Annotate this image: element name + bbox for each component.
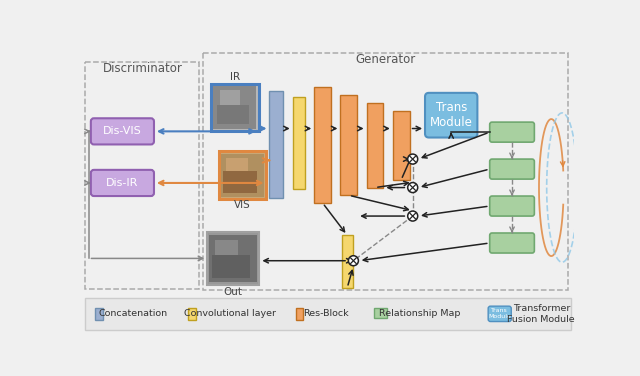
Circle shape <box>408 211 418 221</box>
Bar <box>86 298 570 330</box>
Bar <box>215 240 238 257</box>
Circle shape <box>348 256 358 266</box>
Text: Dis-VIS: Dis-VIS <box>103 126 142 136</box>
Bar <box>374 308 387 318</box>
Text: Res-Block: Res-Block <box>303 309 349 318</box>
Bar <box>340 95 357 195</box>
Text: IR: IR <box>230 73 240 82</box>
FancyBboxPatch shape <box>91 170 154 196</box>
Bar <box>86 62 200 289</box>
Bar <box>219 152 266 199</box>
Bar <box>223 171 257 193</box>
FancyBboxPatch shape <box>490 159 534 179</box>
Text: Generator: Generator <box>356 53 416 66</box>
Bar <box>367 103 383 188</box>
Bar <box>188 308 196 320</box>
Text: Out: Out <box>224 287 243 297</box>
Bar <box>269 91 284 197</box>
Bar <box>211 83 259 131</box>
Bar <box>221 154 264 197</box>
Bar <box>393 111 410 180</box>
Bar <box>204 53 568 290</box>
Bar <box>209 235 257 282</box>
Bar <box>342 235 353 288</box>
Bar <box>296 308 303 320</box>
Text: Discriminator: Discriminator <box>102 62 182 76</box>
Bar <box>292 97 305 189</box>
Text: Relationship Map: Relationship Map <box>379 309 460 318</box>
Bar <box>217 105 250 124</box>
Text: Trans
Module: Trans Module <box>488 308 511 319</box>
Bar <box>227 158 248 173</box>
Text: Dis-IR: Dis-IR <box>106 178 139 188</box>
Text: Convolutional layer: Convolutional layer <box>184 309 276 318</box>
Circle shape <box>408 154 418 164</box>
FancyBboxPatch shape <box>488 306 511 321</box>
FancyBboxPatch shape <box>425 93 477 138</box>
Circle shape <box>408 183 418 193</box>
Bar <box>207 232 259 285</box>
FancyBboxPatch shape <box>490 233 534 253</box>
Bar <box>212 255 250 279</box>
Text: VIS: VIS <box>234 200 251 210</box>
FancyBboxPatch shape <box>91 118 154 144</box>
Text: Trans
Module: Trans Module <box>430 101 472 129</box>
FancyBboxPatch shape <box>490 196 534 216</box>
FancyBboxPatch shape <box>490 122 534 142</box>
Bar <box>213 86 257 129</box>
Bar <box>220 90 240 107</box>
Bar <box>95 308 103 320</box>
Bar <box>314 88 331 203</box>
Text: Concatenation: Concatenation <box>99 309 168 318</box>
Text: Transformer
Fusion Module: Transformer Fusion Module <box>508 304 575 324</box>
